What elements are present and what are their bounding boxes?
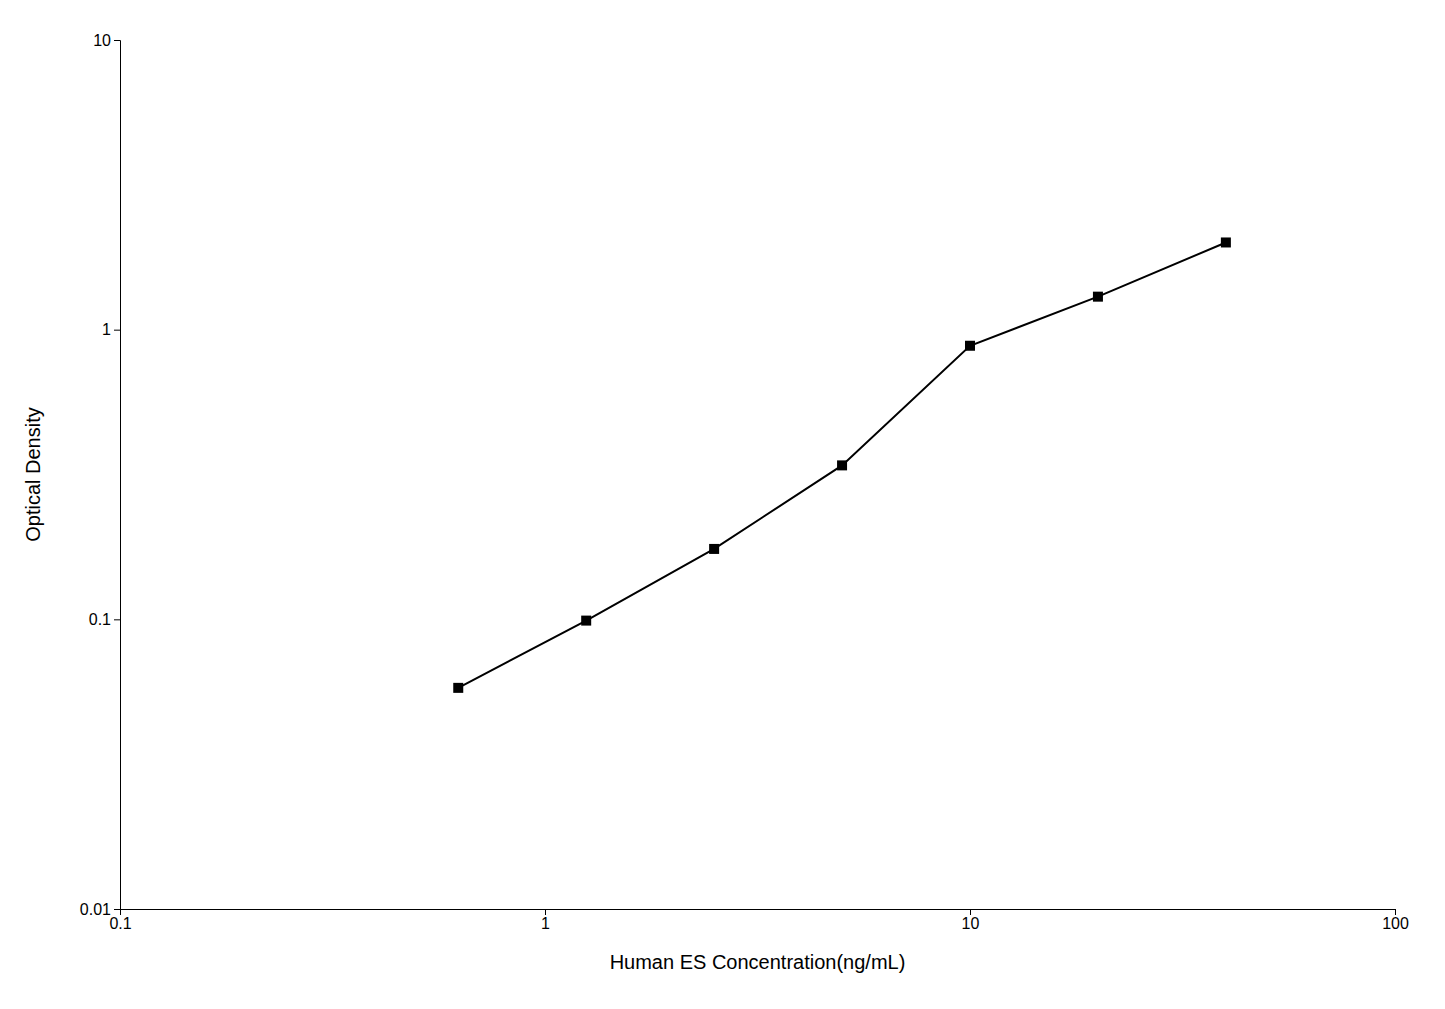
y-tick-mark xyxy=(114,330,120,331)
x-axis-title: Human ES Concentration(ng/mL) xyxy=(610,951,906,973)
x-tick-label: 100 xyxy=(1382,915,1409,932)
y-tick-label: 10 xyxy=(93,32,111,49)
x-axis-line xyxy=(121,910,1396,916)
y-tick: 1 xyxy=(102,321,120,338)
y-tick: 0.01 xyxy=(80,901,120,918)
marker xyxy=(965,341,975,351)
series xyxy=(453,237,1231,692)
y-axis-line xyxy=(114,41,121,910)
x-tick: 0.1 xyxy=(109,909,131,932)
x-tick-label: 0.1 xyxy=(109,915,131,932)
plot: 0.11101000.010.1110Human ES Concentratio… xyxy=(22,32,1409,973)
x-axis: 0.1 1 10 100 xyxy=(109,909,1409,932)
marker xyxy=(837,460,847,470)
x-tick-label: 1 xyxy=(541,915,550,932)
y-tick-label: 0.1 xyxy=(89,611,111,628)
y-tick: 0.1 xyxy=(89,611,120,628)
y-axis: 0.01 0.1 1 10 xyxy=(80,32,121,918)
y-tick: 10 xyxy=(93,32,120,49)
chart: 0.11101000.010.1110Human ES Concentratio… xyxy=(0,0,1445,1009)
y-tick-label: 0.01 xyxy=(80,901,111,918)
x-tick-label: 10 xyxy=(962,915,980,932)
y-tick-mark xyxy=(114,909,120,910)
x-tick-mark xyxy=(545,909,546,915)
marker xyxy=(581,616,591,626)
x-tick: 1 xyxy=(541,909,550,932)
x-tick-mark xyxy=(1395,909,1396,915)
marker xyxy=(1093,292,1103,302)
y-tick-label: 1 xyxy=(102,321,111,338)
marker xyxy=(1221,237,1231,247)
y-axis-title: Optical Density xyxy=(22,407,44,542)
marker xyxy=(709,544,719,554)
x-tick: 100 xyxy=(1382,909,1409,932)
y-tick-mark xyxy=(114,619,120,620)
marker xyxy=(453,683,463,693)
line xyxy=(458,242,1226,687)
x-tick-mark xyxy=(970,909,971,915)
x-tick: 10 xyxy=(962,909,980,932)
y-tick-mark xyxy=(114,40,120,41)
